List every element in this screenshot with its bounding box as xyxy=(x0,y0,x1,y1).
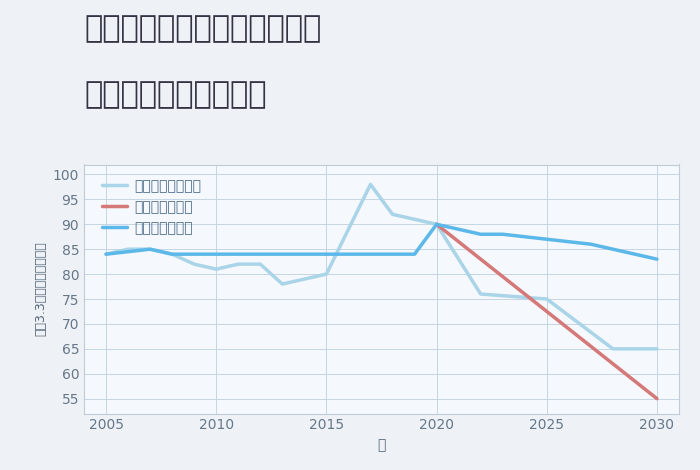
ノーマルシナリオ xyxy=(477,291,485,297)
ノーマルシナリオ xyxy=(410,217,419,222)
Line: バッドシナリオ: バッドシナリオ xyxy=(437,224,657,399)
ノーマルシナリオ xyxy=(322,271,330,277)
グッドシナリオ xyxy=(542,236,551,242)
ノーマルシナリオ xyxy=(433,221,441,227)
ノーマルシナリオ xyxy=(653,346,662,352)
グッドシナリオ xyxy=(477,231,485,237)
グッドシナリオ xyxy=(146,246,154,252)
グッドシナリオ xyxy=(278,251,286,257)
グッドシナリオ xyxy=(653,256,662,262)
ノーマルシナリオ xyxy=(609,346,617,352)
グッドシナリオ xyxy=(389,251,397,257)
Y-axis label: 坪（3.3㎡）単価（万円）: 坪（3.3㎡）単価（万円） xyxy=(34,242,47,337)
ノーマルシナリオ xyxy=(212,266,220,272)
Line: グッドシナリオ: グッドシナリオ xyxy=(106,224,657,259)
ノーマルシナリオ xyxy=(256,261,265,267)
グッドシナリオ xyxy=(212,251,220,257)
グッドシナリオ xyxy=(256,251,265,257)
ノーマルシナリオ xyxy=(366,181,375,187)
Text: 兵庫県たつの市揖保川町原の: 兵庫県たつの市揖保川町原の xyxy=(84,14,321,43)
グッドシナリオ xyxy=(366,251,375,257)
Text: 中古戸建ての価格推移: 中古戸建ての価格推移 xyxy=(84,80,267,109)
ノーマルシナリオ xyxy=(542,296,551,302)
ノーマルシナリオ xyxy=(234,261,242,267)
ノーマルシナリオ xyxy=(124,246,132,252)
ノーマルシナリオ xyxy=(102,251,110,257)
ノーマルシナリオ xyxy=(168,251,176,257)
ノーマルシナリオ xyxy=(146,246,154,252)
バッドシナリオ xyxy=(433,221,441,227)
ノーマルシナリオ xyxy=(389,212,397,217)
グッドシナリオ xyxy=(498,231,507,237)
グッドシナリオ xyxy=(168,251,176,257)
グッドシナリオ xyxy=(587,242,595,247)
グッドシナリオ xyxy=(102,251,110,257)
グッドシナリオ xyxy=(190,251,198,257)
Legend: ノーマルシナリオ, バッドシナリオ, グッドシナリオ: ノーマルシナリオ, バッドシナリオ, グッドシナリオ xyxy=(97,174,207,241)
グッドシナリオ xyxy=(410,251,419,257)
バッドシナリオ xyxy=(653,396,662,401)
ノーマルシナリオ xyxy=(190,261,198,267)
ノーマルシナリオ xyxy=(278,281,286,287)
Line: ノーマルシナリオ: ノーマルシナリオ xyxy=(106,184,657,349)
グッドシナリオ xyxy=(433,221,441,227)
グッドシナリオ xyxy=(322,251,330,257)
X-axis label: 年: 年 xyxy=(377,438,386,452)
